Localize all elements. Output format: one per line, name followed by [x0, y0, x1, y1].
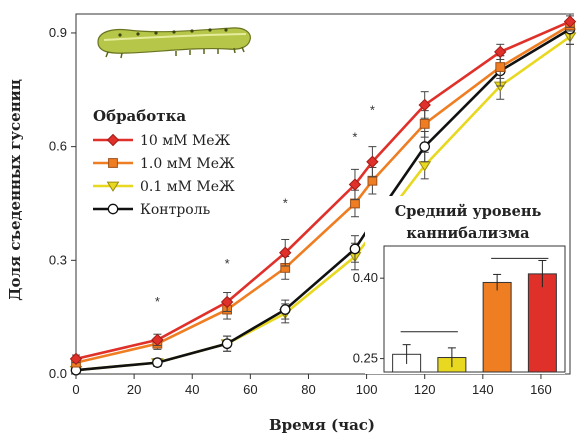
legend-title: Обработка [93, 107, 186, 125]
y-tick-label: 0.3 [49, 252, 67, 267]
data-point-diamond [69, 352, 83, 366]
legend: Обработка 10 мМ МеЖ 1.0 мМ МеЖ 0.1 мМ МеЖ К… [93, 107, 235, 218]
data-point-circle [107, 203, 119, 215]
significance-star: * [155, 294, 160, 309]
x-tick-label: 140 [472, 382, 494, 397]
significance-star: * [225, 256, 230, 271]
series-diamond [69, 15, 577, 366]
data-point-circle [279, 304, 291, 315]
data-point-circle [152, 357, 163, 368]
inset-frame [383, 245, 566, 373]
legend-label: 0.1 мМ МеЖ [140, 179, 235, 195]
inset-title-line1: Средний уровень [395, 203, 542, 220]
inset-y-tick-label: 0.25 [353, 351, 378, 366]
legend-label: Контроль [140, 202, 211, 218]
inset-y-tick-label: 0.40 [353, 270, 378, 285]
data-point-diamond [220, 295, 234, 309]
data-point-square [419, 118, 430, 129]
data-point-diamond [418, 98, 431, 112]
data-point-diamond [563, 15, 577, 28]
data-point-circle [221, 338, 233, 350]
data-point-diamond [279, 246, 292, 259]
plot-frame [75, 13, 571, 375]
x-tick-label: 160 [530, 382, 552, 397]
data-point-square [495, 62, 506, 72]
y-tick-label: 0.0 [49, 366, 67, 381]
data-point-square [350, 198, 360, 209]
inset-bar [482, 281, 512, 373]
x-tick-label: 80 [301, 382, 315, 397]
x-tick-label: 120 [414, 382, 436, 397]
x-tick-label: 60 [243, 382, 257, 397]
legend-item: 10 мМ МеЖ [93, 133, 231, 149]
data-point-diamond [106, 133, 120, 147]
legend-item: 0.1 мМ МеЖ [93, 179, 235, 195]
y-axis-title: Доля съеденных гусениц [6, 79, 24, 301]
legend-item: 1.0 мМ МеЖ [93, 156, 235, 172]
data-point-square [367, 175, 378, 186]
x-tick-label: 20 [127, 382, 141, 397]
y-tick-label: 0.9 [49, 25, 67, 40]
data-point-diamond [366, 155, 379, 168]
x-tick-label: 40 [185, 382, 199, 397]
legend-label: 1.0 мМ МеЖ [140, 156, 235, 172]
data-point-square [108, 158, 118, 168]
significance-markers: * * * * * [155, 103, 375, 309]
main-plot-series [69, 13, 577, 377]
significance-star: * [352, 129, 357, 144]
x-tick-label: 100 [356, 382, 378, 397]
significance-star: * [370, 103, 375, 118]
inset-title-line2: каннибализма [406, 225, 530, 242]
inset-bar [527, 273, 557, 373]
data-point-triangle [106, 181, 120, 192]
data-point-diamond [151, 333, 164, 347]
data-point-circle [349, 243, 361, 255]
main-plot-axes: 0 20 40 60 80 100 120 140 160 0.0 0.3 0.6 0.9 [49, 13, 571, 397]
significance-star: * [283, 196, 288, 211]
x-axis-title: Время (час) [269, 416, 375, 434]
y-tick-label: 0.6 [49, 139, 67, 154]
legend-item: Контроль [93, 202, 211, 218]
legend-label: 10 мМ МеЖ [140, 133, 231, 149]
data-point-diamond [348, 178, 362, 191]
inset-bar-chart: Средний уровень каннибализма 0.25 0.40 [353, 196, 566, 374]
x-tick-label: 0 [72, 382, 79, 397]
data-point-circle [419, 141, 431, 152]
caterpillar-illustration [97, 27, 251, 59]
data-point-diamond [494, 45, 507, 59]
